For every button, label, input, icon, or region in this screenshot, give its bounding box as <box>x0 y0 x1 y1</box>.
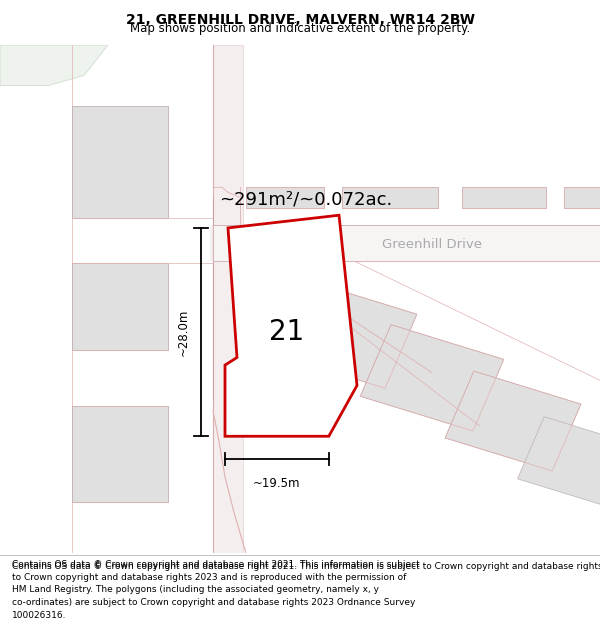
Text: HM Land Registry. The polygons (including the associated geometry, namely x, y: HM Land Registry. The polygons (includin… <box>12 586 379 594</box>
Polygon shape <box>213 45 243 553</box>
Text: Greenhill Drive: Greenhill Drive <box>382 238 482 251</box>
Polygon shape <box>0 45 108 86</box>
Text: 21, GREENHILL DRIVE, MALVERN, WR14 2BW: 21, GREENHILL DRIVE, MALVERN, WR14 2BW <box>125 12 475 27</box>
Text: Contains OS data © Crown copyright and database right 2021. This information is : Contains OS data © Crown copyright and d… <box>12 562 600 571</box>
Polygon shape <box>72 106 168 218</box>
Polygon shape <box>246 188 324 208</box>
Text: to Crown copyright and database rights 2023 and is reproduced with the permissio: to Crown copyright and database rights 2… <box>12 573 406 582</box>
Polygon shape <box>445 371 581 471</box>
Polygon shape <box>72 406 168 502</box>
Polygon shape <box>210 226 600 261</box>
Text: 100026316.: 100026316. <box>12 611 67 619</box>
Text: Contains OS data © Crown copyright and database right 2021. This information is : Contains OS data © Crown copyright and d… <box>12 560 420 569</box>
Text: ~19.5m: ~19.5m <box>253 477 301 490</box>
Polygon shape <box>342 188 438 208</box>
Polygon shape <box>462 188 546 208</box>
Polygon shape <box>518 417 600 507</box>
Text: co-ordinates) are subject to Crown copyright and database rights 2023 Ordnance S: co-ordinates) are subject to Crown copyr… <box>12 598 415 607</box>
Polygon shape <box>225 215 357 436</box>
Text: 21: 21 <box>269 318 304 346</box>
Polygon shape <box>72 264 168 350</box>
Text: ~28.0m: ~28.0m <box>177 308 190 356</box>
Polygon shape <box>261 276 417 388</box>
Polygon shape <box>360 324 504 431</box>
Text: ~291m²/~0.072ac.: ~291m²/~0.072ac. <box>219 191 392 209</box>
Polygon shape <box>564 188 600 208</box>
Polygon shape <box>213 226 600 261</box>
Text: Map shows position and indicative extent of the property.: Map shows position and indicative extent… <box>130 22 470 35</box>
